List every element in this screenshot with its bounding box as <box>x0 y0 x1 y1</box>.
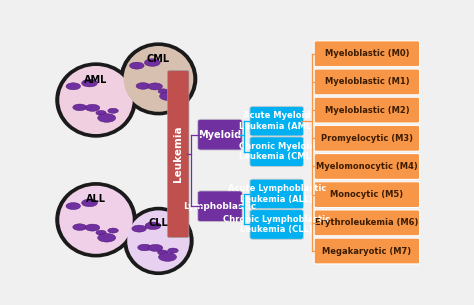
Ellipse shape <box>56 183 136 257</box>
FancyBboxPatch shape <box>314 41 419 67</box>
FancyBboxPatch shape <box>250 106 303 136</box>
Ellipse shape <box>127 210 190 271</box>
Text: Chronic Myeloid
Leukemia (CML): Chronic Myeloid Leukemia (CML) <box>238 142 315 161</box>
Ellipse shape <box>82 79 98 87</box>
Ellipse shape <box>96 110 106 115</box>
Ellipse shape <box>160 92 178 101</box>
Text: Monocytic (M5): Monocytic (M5) <box>330 190 403 199</box>
Ellipse shape <box>108 108 118 113</box>
Text: Myeloblastic (M0): Myeloblastic (M0) <box>325 49 409 58</box>
Ellipse shape <box>85 104 100 111</box>
Ellipse shape <box>66 83 81 90</box>
Text: CML: CML <box>147 54 170 64</box>
FancyBboxPatch shape <box>314 210 419 236</box>
FancyBboxPatch shape <box>314 125 419 151</box>
FancyBboxPatch shape <box>314 182 419 208</box>
Ellipse shape <box>82 199 98 207</box>
Ellipse shape <box>129 62 144 69</box>
Ellipse shape <box>73 224 87 231</box>
FancyBboxPatch shape <box>198 191 242 222</box>
Ellipse shape <box>148 83 163 90</box>
Text: Megakaryotic (M7): Megakaryotic (M7) <box>322 246 411 256</box>
Text: Myelomonocytic (M4): Myelomonocytic (M4) <box>316 162 418 171</box>
Text: Myeloblastic (M2): Myeloblastic (M2) <box>325 106 409 115</box>
FancyBboxPatch shape <box>250 137 303 167</box>
FancyBboxPatch shape <box>314 153 419 179</box>
Text: Promyelocytic (M3): Promyelocytic (M3) <box>321 134 413 143</box>
Text: Acute Lymphoblastic
Leukemia (ALL): Acute Lymphoblastic Leukemia (ALL) <box>228 184 326 204</box>
Ellipse shape <box>136 83 150 89</box>
Ellipse shape <box>158 89 168 94</box>
Text: AML: AML <box>84 75 108 84</box>
FancyBboxPatch shape <box>314 69 419 95</box>
FancyBboxPatch shape <box>250 210 303 239</box>
Ellipse shape <box>145 222 161 230</box>
Text: Myeloblastic (M1): Myeloblastic (M1) <box>325 77 409 86</box>
Ellipse shape <box>124 207 193 274</box>
Ellipse shape <box>148 244 163 251</box>
Ellipse shape <box>132 225 146 232</box>
Text: Myeloid: Myeloid <box>198 130 242 140</box>
Text: ALL: ALL <box>86 194 106 204</box>
Ellipse shape <box>59 186 133 254</box>
FancyBboxPatch shape <box>250 179 303 209</box>
Text: Acute Myeloid
Leukemia (AML): Acute Myeloid Leukemia (AML) <box>239 111 315 131</box>
Ellipse shape <box>124 46 193 112</box>
FancyBboxPatch shape <box>198 119 242 150</box>
Ellipse shape <box>96 230 106 235</box>
Text: Leukemia: Leukemia <box>173 126 183 182</box>
Text: Lymphoblastic: Lymphoblastic <box>183 202 256 211</box>
Ellipse shape <box>120 43 197 115</box>
Ellipse shape <box>56 63 136 137</box>
Ellipse shape <box>168 248 178 253</box>
Ellipse shape <box>145 59 160 66</box>
Ellipse shape <box>137 244 152 251</box>
Text: CLL: CLL <box>148 217 168 228</box>
Ellipse shape <box>73 104 87 111</box>
Ellipse shape <box>169 87 180 92</box>
Ellipse shape <box>59 66 133 134</box>
Text: Erythroleukemia (M6): Erythroleukemia (M6) <box>315 218 419 227</box>
Ellipse shape <box>85 224 100 231</box>
Ellipse shape <box>98 114 116 122</box>
FancyBboxPatch shape <box>314 238 419 264</box>
Ellipse shape <box>157 250 168 255</box>
Ellipse shape <box>98 233 116 242</box>
Ellipse shape <box>158 253 177 261</box>
Ellipse shape <box>108 228 118 233</box>
Text: Chronic Lymphoblastic
Leukemia (CLL): Chronic Lymphoblastic Leukemia (CLL) <box>223 215 330 234</box>
Ellipse shape <box>66 203 81 210</box>
FancyBboxPatch shape <box>314 97 419 123</box>
FancyBboxPatch shape <box>168 71 189 237</box>
